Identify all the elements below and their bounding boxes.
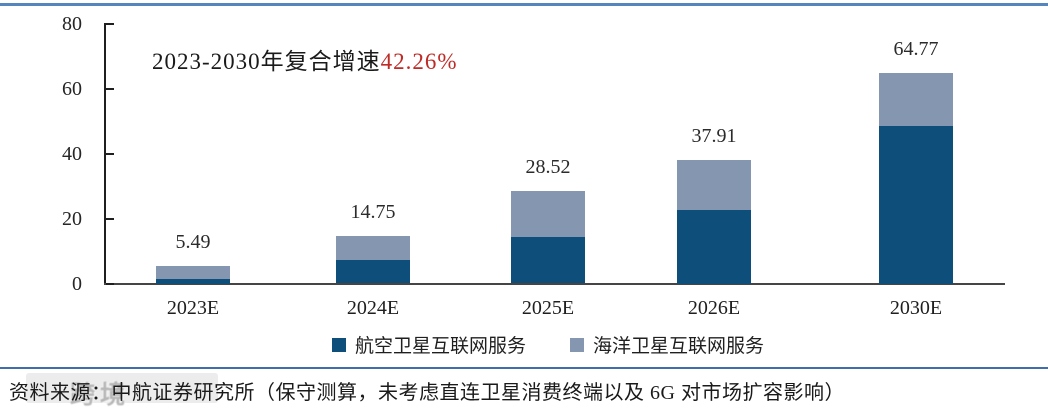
y-axis-tick: [106, 217, 114, 220]
y-tick-label: 20: [62, 207, 82, 230]
separator-line: [0, 367, 1048, 369]
legend-item-aviation: 航空卫星互联网服务: [331, 331, 526, 358]
x-axis-label: 2030E: [889, 297, 943, 319]
bar-value-label: 28.52: [525, 155, 571, 178]
y-tick-label: 60: [62, 77, 82, 100]
x-axis-label: 2024E: [346, 297, 400, 319]
x-axis-label: 2023E: [166, 297, 220, 319]
bar-segment-maritime: [511, 190, 585, 237]
bar-segment-maritime: [677, 160, 751, 211]
x-axis-line: [104, 283, 1005, 285]
bar-value-label: 5.49: [175, 230, 211, 253]
bar-value-label: 14.75: [350, 200, 396, 223]
bar-segment-maritime: [156, 265, 230, 279]
source-note: 资料来源：中航证券研究所（保守测算，未考虑直连卫星消费终端以及 6G 对市场扩容…: [9, 382, 845, 404]
bar-segment-aviation: [336, 259, 410, 284]
chart-title-growth-rate: 42.26%: [380, 49, 458, 74]
legend-label-aviation: 航空卫星互联网服务: [354, 336, 526, 357]
y-axis-tick: [106, 22, 114, 25]
bar-value-label: 64.77: [893, 37, 939, 60]
y-tick-label: 40: [62, 142, 82, 165]
top-border-line: [0, 3, 1048, 6]
chart-title: 2023-2030年复合增速42.26%: [152, 42, 458, 76]
legend-swatch-maritime-icon: [570, 337, 584, 352]
bar-segment-maritime: [879, 72, 953, 126]
y-tick-label: 80: [62, 12, 82, 35]
y-axis-line: [104, 23, 106, 284]
x-axis-label: 2025E: [521, 297, 575, 319]
watermark: 跨境: [70, 382, 131, 409]
bar-segment-aviation: [511, 236, 585, 284]
y-axis-tick: [106, 87, 114, 90]
bar-segment-aviation: [156, 278, 230, 284]
y-tick-label: 0: [72, 272, 82, 295]
watermark-background: [26, 373, 218, 403]
bar-value-label: 37.91: [691, 125, 737, 148]
chart-title-black: 2023-2030年复合增速: [152, 49, 381, 74]
y-axis-tick: [106, 152, 114, 155]
bar-segment-maritime: [336, 235, 410, 260]
y-axis-tick: [106, 282, 114, 285]
legend-item-maritime: 海洋卫星互联网服务: [570, 331, 764, 358]
bar-segment-aviation: [677, 210, 751, 284]
x-axis-label: 2026E: [687, 297, 741, 319]
bar-segment-aviation: [879, 125, 953, 284]
legend-label-maritime: 海洋卫星互联网服务: [593, 336, 765, 357]
legend: 航空卫星互联网服务 海洋卫星互联网服务: [24, 331, 1048, 358]
legend-swatch-aviation-icon: [331, 337, 346, 352]
